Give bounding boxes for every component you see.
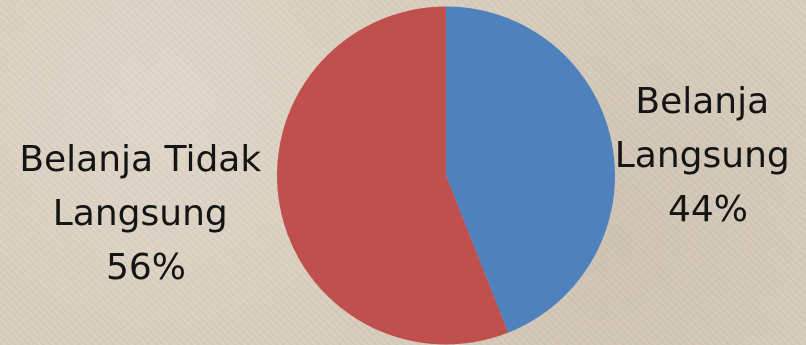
label-belanja-tidak-langsung-line2: Langsung	[53, 193, 228, 234]
label-belanja-tidak-langsung-line1: Belanja Tidak	[19, 139, 261, 180]
pie-slice-belanja-langsung	[446, 6, 615, 333]
label-belanja-langsung: Belanja Langsung 44%	[615, 81, 801, 230]
label-belanja-tidak-langsung-value: 56%	[106, 247, 186, 288]
label-belanja-langsung-value: 44%	[668, 189, 748, 230]
label-belanja-langsung-line1: Belanja	[635, 81, 769, 122]
label-belanja-tidak-langsung: Belanja Tidak Langsung 56%	[19, 139, 272, 288]
pie-slice-belanja-tidak-langsung	[276, 6, 509, 345]
label-belanja-langsung-line2: Langsung	[615, 135, 790, 176]
pie-slices	[276, 6, 615, 345]
